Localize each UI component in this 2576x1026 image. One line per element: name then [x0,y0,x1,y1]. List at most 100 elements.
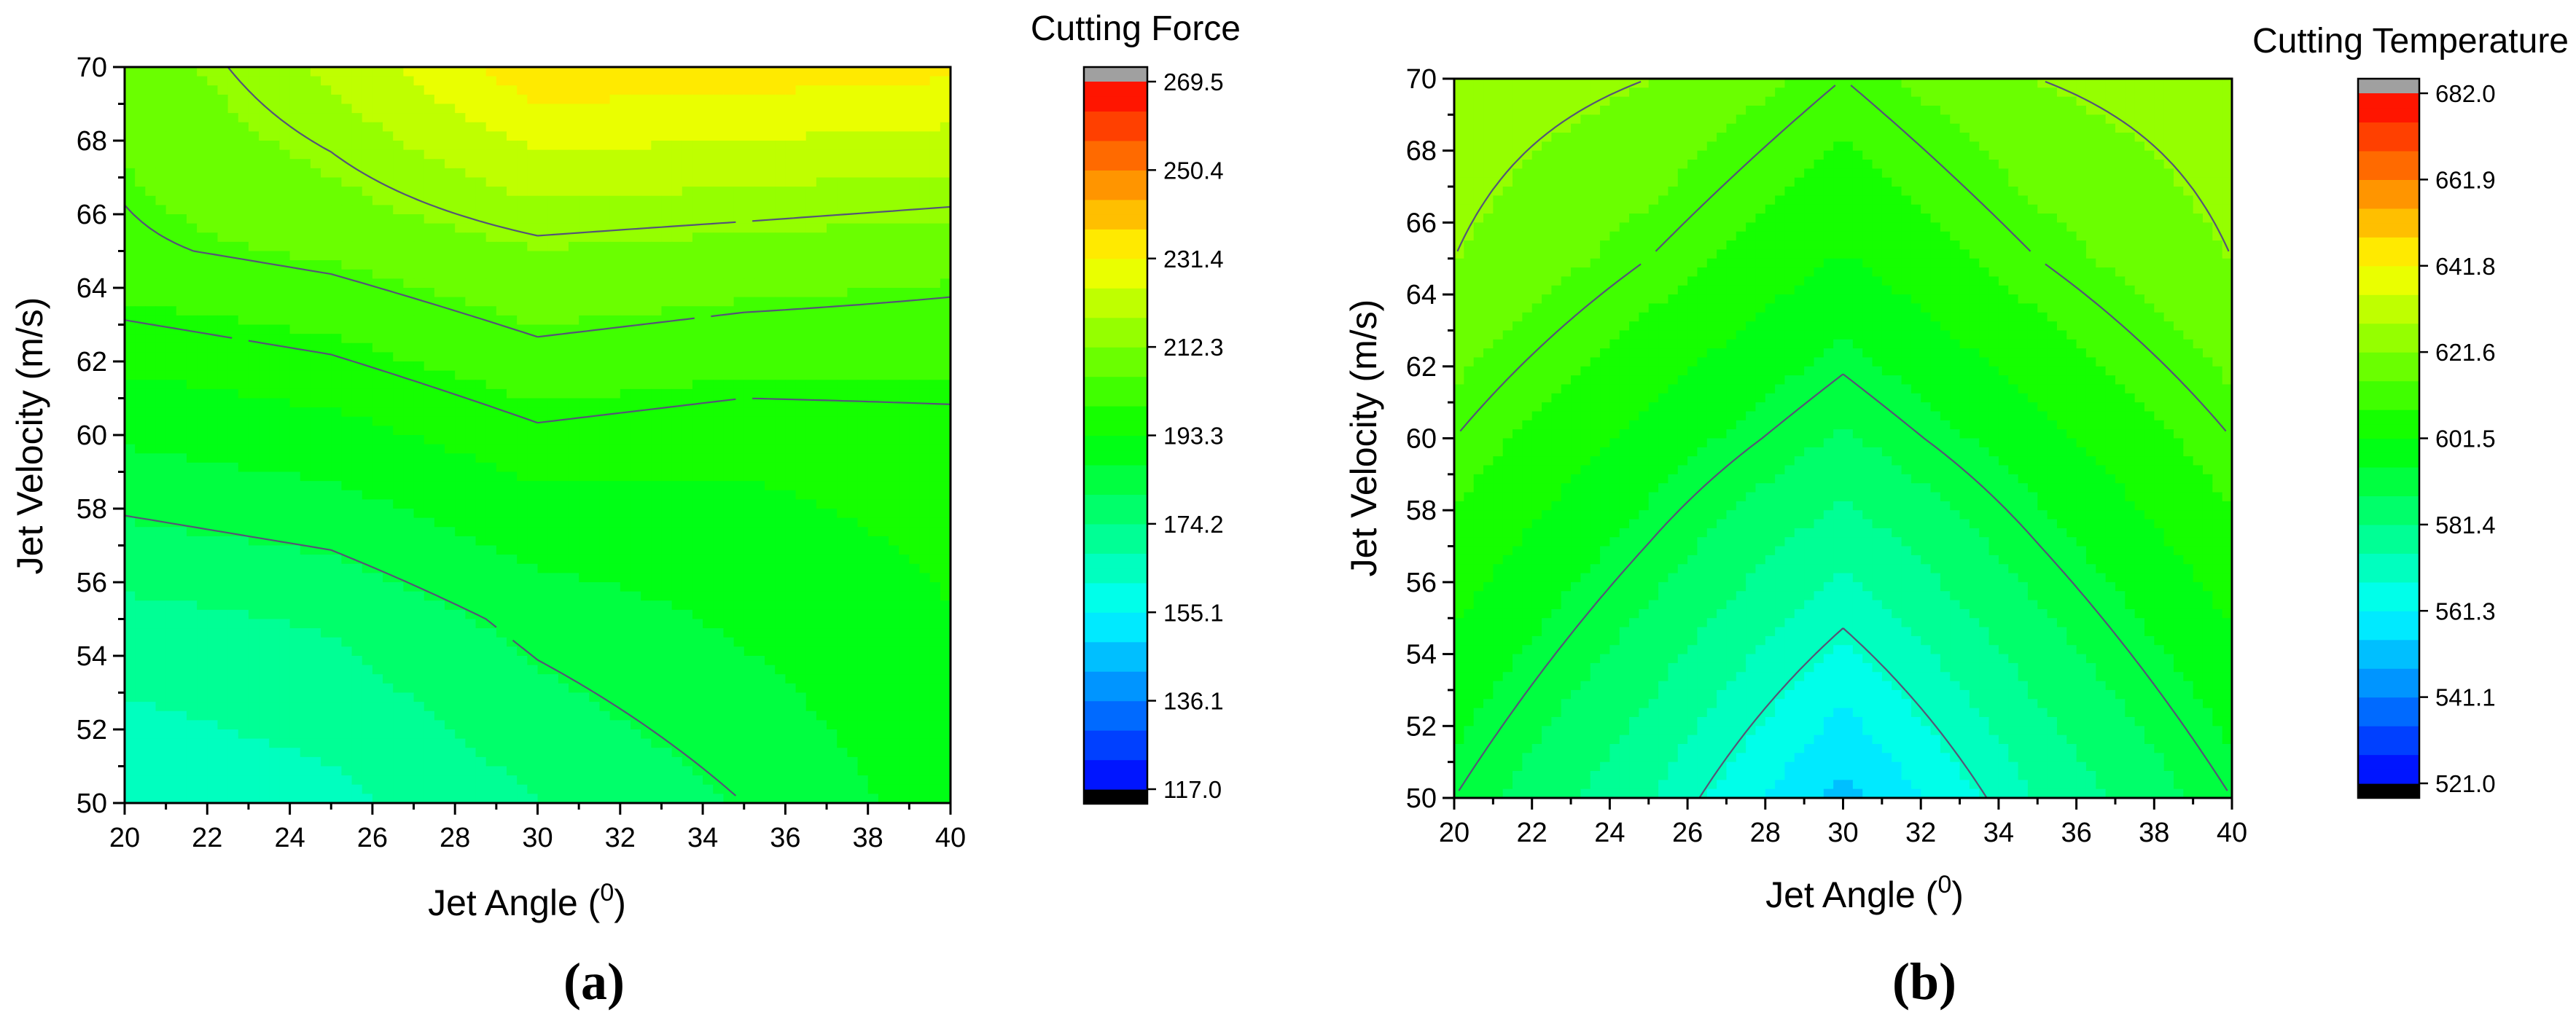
contour-cell [217,306,229,316]
contour-cell [713,297,725,307]
contour-cell [279,223,291,233]
contour-cell [145,187,157,197]
contour-cell [413,113,425,123]
contour-cell [455,315,466,326]
contour-cell [723,232,735,243]
contour-cell [145,471,157,482]
contour-cell [197,600,208,611]
contour-cell [197,536,208,547]
contour-cell [692,251,703,261]
contour-cell [723,260,735,270]
contour-cell [248,536,259,547]
contour-cell [341,269,353,279]
contour-cell [733,232,745,243]
contour-cell [455,555,466,565]
contour-cell [434,260,445,270]
contour-cell [837,223,848,233]
contour-cell [537,205,549,215]
contour-cell [176,76,187,86]
contour-cell [434,426,445,436]
contour-cell [465,407,477,418]
contour-cell [259,619,270,629]
contour-cell [517,85,528,95]
contour-cell [527,103,539,114]
contour-cell [558,407,569,418]
contour-cell [630,352,641,362]
contour-cell [867,113,879,123]
contour-cell [517,398,528,408]
contour-cell [217,278,229,289]
contour-cell [269,370,281,380]
contour-cell [827,223,838,233]
contour-cell [238,214,249,224]
contour-cell [682,407,693,418]
contour-cell [527,609,539,620]
contour-cell [393,416,404,426]
contour-cell [259,306,270,316]
contour-cell [176,370,187,380]
contour-cell [310,527,321,537]
contour-cell [207,334,219,344]
contour-cell [537,168,549,179]
contour-cell [630,361,641,372]
contour-cell [351,481,363,491]
contour-cell [599,471,611,482]
contour-cell [692,278,703,289]
contour-cell [517,517,528,528]
contour-cell [609,352,621,362]
contour-cell [847,536,859,547]
contour-cell [579,619,590,629]
contour-cell [465,628,477,638]
contour-cell [816,306,827,316]
contour-cell [671,342,683,353]
contour-cell [889,324,899,334]
contour-cell [692,297,703,307]
contour-cell [176,278,187,289]
contour-cell [362,342,373,353]
contour-cell [547,187,559,197]
contour-cell [465,517,477,528]
contour-cell [445,122,456,132]
contour-cell [816,94,827,105]
contour-cell [558,251,569,261]
contour-cell [889,85,899,95]
contour-cell [507,187,518,197]
contour-cell [878,177,889,187]
contour-cell [341,407,353,418]
contour-cell [145,67,157,77]
contour-cell [485,232,497,243]
contour-cell [259,582,270,592]
contour-cell [165,490,177,500]
contour-cell [351,76,363,86]
contour-cell [383,407,394,418]
contour-cell [743,600,755,611]
contour-cell [485,591,497,601]
contour-cell [125,398,136,408]
contour-cell [362,591,373,601]
contour-cell [682,103,693,114]
contour-cell [496,370,507,380]
contour-cell [568,288,579,298]
contour-cell [547,149,559,160]
contour-cell [867,490,879,500]
contour-cell [671,628,683,638]
contour-cell [599,195,611,205]
contour-cell [455,76,466,86]
contour-cell [785,536,797,547]
contour-cell [671,241,683,252]
contour-cell [517,352,528,362]
contour-cell [413,517,425,528]
contour-cell [455,370,466,380]
contour-cell [929,94,941,105]
contour-cell [857,232,869,243]
contour-cell [641,214,652,224]
contour-cell [589,113,601,123]
contour-cell [558,416,569,426]
contour-cell [692,342,703,353]
contour-cell [919,324,931,334]
contour-cell [383,85,394,95]
contour-cell [609,628,621,638]
contour-cell [197,563,208,573]
contour-cell [899,168,910,179]
contour-cell [135,260,146,270]
